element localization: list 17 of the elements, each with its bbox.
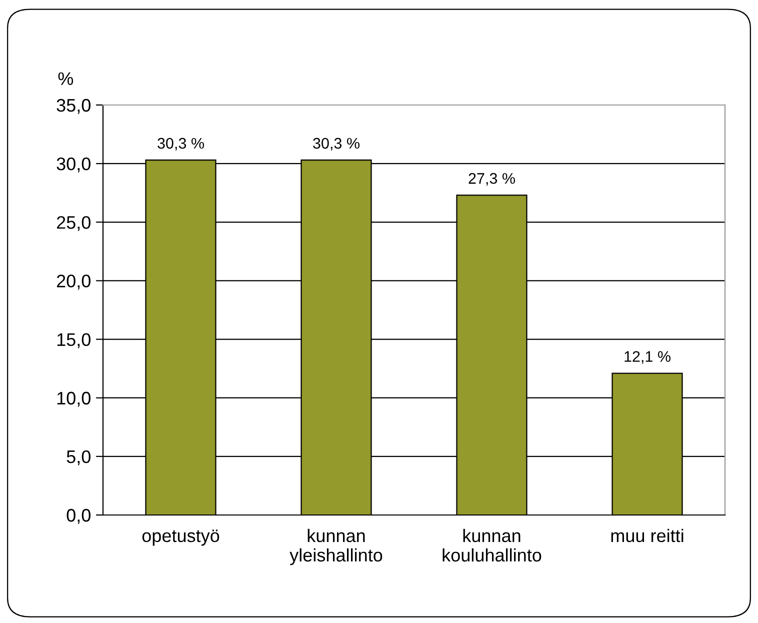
data-label: 30,3 % — [158, 138, 204, 151]
y-tick-label: 10,0 — [57, 392, 90, 407]
data-label: 12,1 % — [624, 351, 670, 364]
y-tick-label: 30,0 — [56, 158, 90, 172]
y-tick-label: 35,0 — [56, 98, 90, 114]
x-tick-label: kunnan yleishallinto — [290, 528, 382, 566]
y-tick-label: 25,0 — [56, 216, 90, 231]
y-tick-label: 0,0 — [66, 508, 90, 524]
x-tick-label: opetustyö — [142, 530, 220, 546]
y-axis-title: % — [58, 72, 74, 85]
y-tick-label: 15,0 — [57, 333, 90, 348]
x-tick-label: kunnan kouluhallinto — [442, 528, 542, 562]
y-tick-label: 20,0 — [56, 274, 90, 290]
y-tick-label: 5,0 — [66, 450, 90, 466]
x-tick-label: muu reitti — [611, 528, 684, 542]
data-label: 27,3 % — [468, 173, 515, 186]
data-label: 30,3 % — [313, 138, 360, 151]
